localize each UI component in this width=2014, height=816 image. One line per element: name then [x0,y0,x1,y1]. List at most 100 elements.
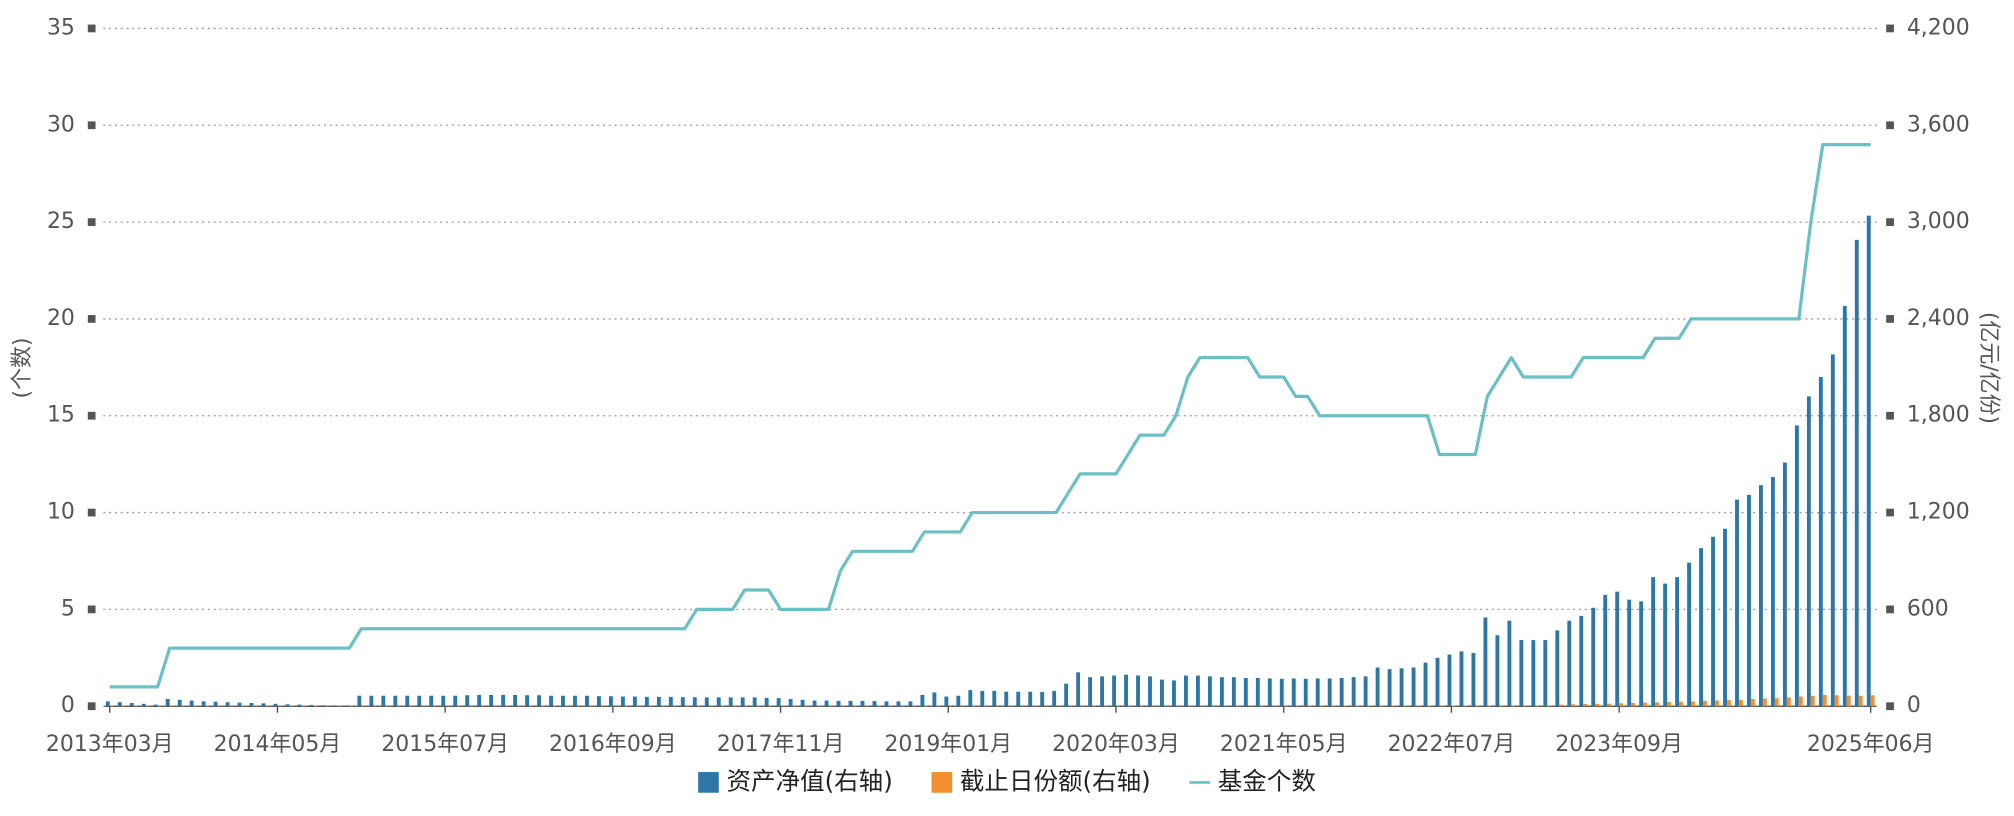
x-tick-label: 2023年09月 [1555,732,1683,757]
bar [1559,704,1564,707]
bar [1699,548,1703,707]
bar [1439,705,1444,707]
bar [321,705,326,707]
bar [1643,702,1647,707]
bar [117,702,122,707]
bar [764,697,769,707]
bar [1531,640,1536,707]
bar [249,702,254,707]
bar [1124,674,1128,707]
bar [1367,705,1372,707]
x-tick-label: 2013年03月 [46,732,174,757]
bar [992,690,997,707]
bar [345,705,350,707]
bar [1303,678,1308,707]
bar [1519,640,1524,707]
bar [656,696,661,707]
bar [1112,675,1116,707]
y-tick-mark [87,24,96,33]
bar [1679,701,1683,707]
bar [1136,675,1140,707]
y-tick-mark [87,411,96,420]
bar [1702,700,1707,707]
bar [1858,695,1863,707]
bar [477,694,482,707]
y-tick-mark [87,508,96,517]
bar [1399,668,1404,707]
bar [1411,667,1416,707]
bar [1651,577,1656,707]
y-tick-label: 0 [61,693,75,718]
y-axis-label: (个数) [10,337,35,398]
bar [1331,705,1336,707]
bar [1463,705,1468,707]
bar [1315,678,1320,707]
bar [1726,700,1731,707]
y-tick-mark [87,218,96,226]
bar [105,701,110,707]
bar [1834,695,1839,707]
bar [1435,657,1440,707]
bar [692,697,697,707]
bar [1535,705,1540,707]
bar [1495,635,1500,707]
legend-swatch [931,772,953,793]
bar [549,695,553,707]
bar [1064,683,1069,707]
bar [1028,691,1033,707]
x-tick-label: 2020年03月 [1052,732,1180,757]
bar [1603,594,1608,707]
bar [1523,705,1528,707]
bar [848,700,853,707]
bar [441,695,446,707]
bar [501,694,506,707]
bar [285,704,290,707]
bar [740,697,745,707]
bar [668,696,673,707]
bar [1854,239,1859,707]
bar [1607,703,1612,707]
bar [177,699,182,707]
bar [1040,692,1045,707]
x-tick-label: 2016年09月 [549,732,677,757]
bar [129,702,134,707]
bar [1016,691,1021,707]
bar [1195,675,1200,707]
bar [1579,615,1584,707]
bar [728,697,733,707]
y2-tick-label: 0 [1907,693,1921,718]
bar [776,698,781,707]
bar [1762,698,1767,707]
bar [680,697,685,707]
y2-tick-label: 2,400 [1907,306,1970,331]
bar [1822,694,1827,707]
bar [561,695,565,707]
y-tick-label: 5 [61,596,75,621]
bar [1319,705,1324,707]
bar [1842,306,1847,707]
bar [369,695,374,707]
bar [920,694,925,707]
bar [1627,599,1632,707]
y-tick-mark [87,702,96,711]
bar [1747,494,1751,707]
bar [1663,583,1668,707]
bar [573,695,577,707]
bar [1403,705,1408,707]
bar [1675,577,1680,707]
bar [225,702,230,707]
bar [1511,705,1516,707]
bar [393,695,398,707]
y2-tick-label: 1,200 [1907,500,1970,525]
bar [1631,702,1635,707]
bar [417,695,422,707]
bar [1004,691,1009,707]
y2-tick-label: 3,000 [1907,209,1970,234]
bar [1595,703,1600,707]
y2-tick-label: 1,800 [1907,403,1970,428]
y2-tick-mark [1886,24,1894,33]
bar [597,696,601,707]
x-tick-label: 2017年11月 [717,732,845,757]
bar [704,697,709,707]
